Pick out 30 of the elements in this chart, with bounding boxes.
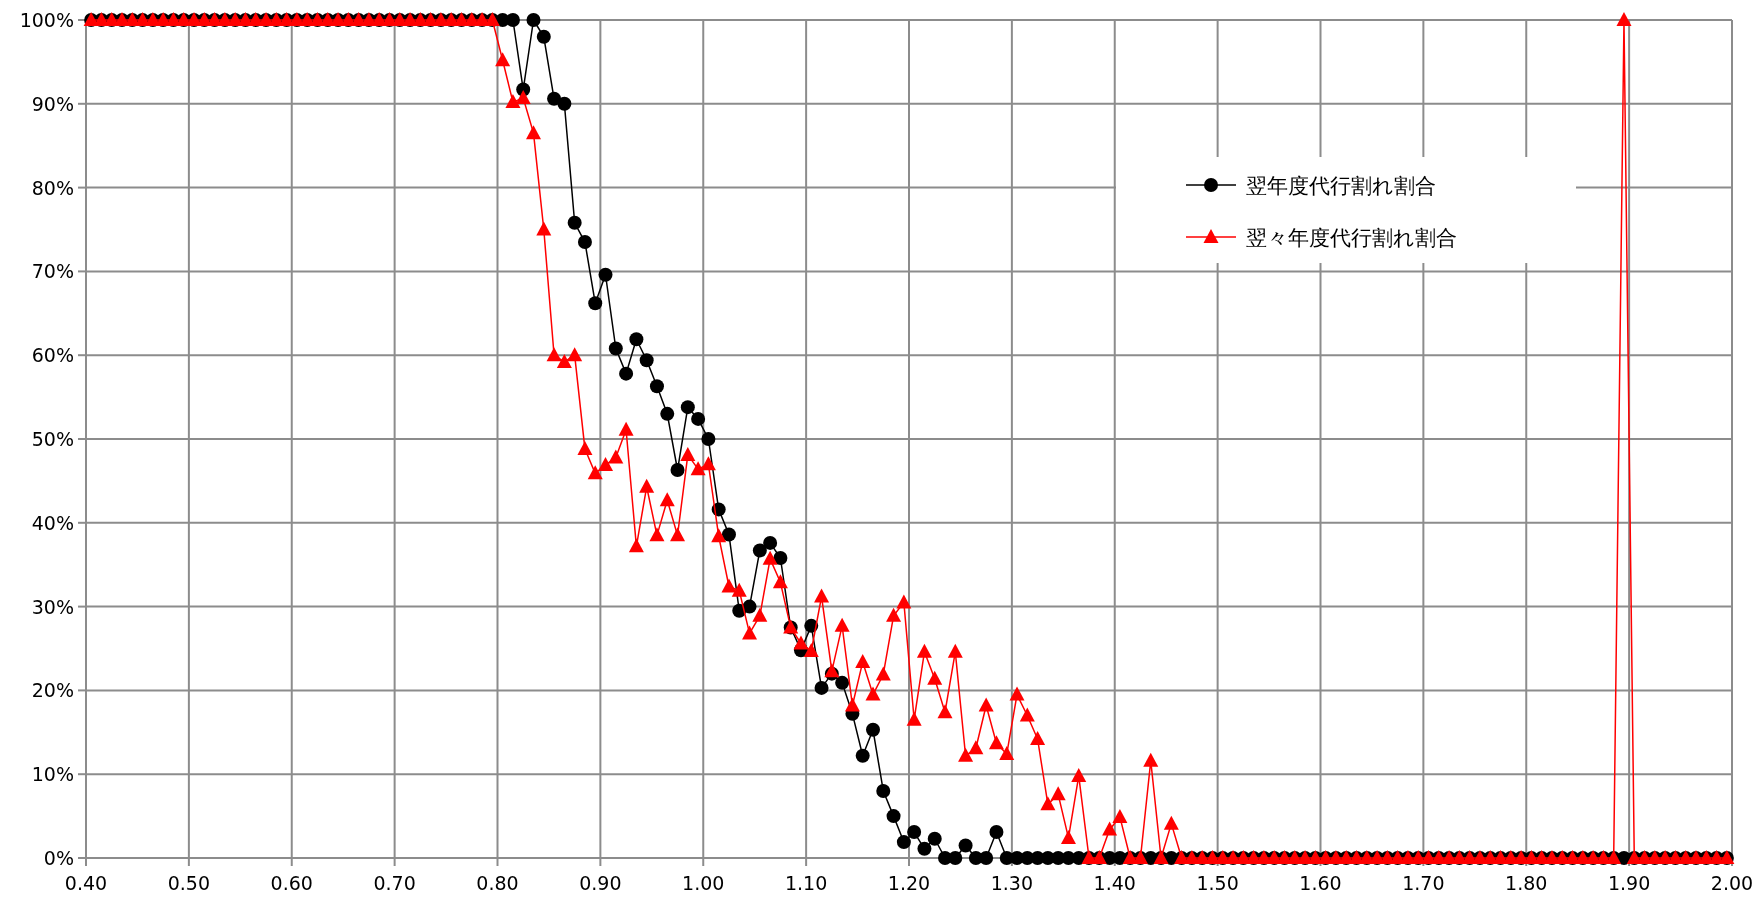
y-tick-label: 100% bbox=[19, 9, 74, 31]
x-tick-label: 0.70 bbox=[373, 872, 416, 894]
y-tick-label: 0% bbox=[43, 847, 74, 869]
x-tick-label: 0.60 bbox=[270, 872, 313, 894]
x-tick-label: 0.90 bbox=[579, 872, 622, 894]
x-tick-label: 0.40 bbox=[64, 872, 108, 894]
x-tick-label: 1.60 bbox=[1299, 872, 1342, 894]
y-tick-label: 20% bbox=[31, 679, 74, 702]
y-tick-label: 90% bbox=[31, 92, 74, 115]
y-tick-label: 50% bbox=[31, 428, 74, 450]
y-tick-label: 80% bbox=[31, 176, 74, 199]
x-tick-label: 1.10 bbox=[784, 872, 828, 894]
x-tick-label: 1.30 bbox=[990, 872, 1034, 894]
y-tick-label: 60% bbox=[31, 344, 74, 367]
legend-label: 翌々年度代行割れ割合 bbox=[1246, 226, 1457, 250]
y-tick-label: 40% bbox=[31, 511, 74, 534]
x-tick-label: 2.00 bbox=[1710, 872, 1754, 894]
x-tick-label: 0.50 bbox=[167, 872, 211, 894]
y-tick-label: 30% bbox=[31, 595, 74, 618]
y-tick-label: 70% bbox=[31, 260, 74, 283]
x-tick-label: 1.90 bbox=[1607, 872, 1651, 894]
y-tick-label: 10% bbox=[31, 763, 74, 786]
x-tick-label: 1.20 bbox=[887, 872, 931, 894]
x-tick-label: 0.80 bbox=[476, 872, 519, 894]
legend-label: 翌年度代行割れ割合 bbox=[1246, 174, 1436, 198]
x-tick-label: 1.00 bbox=[682, 872, 725, 894]
x-tick-label: 1.40 bbox=[1093, 872, 1136, 894]
x-tick-label: 1.70 bbox=[1402, 872, 1445, 894]
x-tick-label: 1.80 bbox=[1505, 872, 1548, 894]
x-tick-label: 1.50 bbox=[1196, 872, 1239, 894]
